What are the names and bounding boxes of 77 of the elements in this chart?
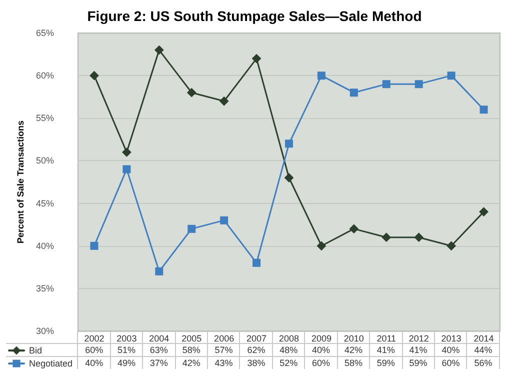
x-tick-label: 2004 (149, 334, 170, 344)
point (252, 54, 262, 64)
point (480, 106, 488, 114)
x-tick-label: 2002 (84, 334, 104, 344)
data-label: 51% (110, 344, 143, 356)
point (90, 242, 98, 250)
point (284, 173, 294, 182)
y-tick-label: 65% (36, 28, 54, 38)
point (90, 71, 99, 80)
x-tick-label: 2013 (441, 334, 462, 344)
data-label: 59% (370, 356, 402, 369)
data-label: 60% (78, 344, 110, 356)
point (122, 165, 131, 174)
data-label: 41% (370, 344, 402, 356)
point (382, 232, 391, 242)
data-label: 37% (142, 356, 176, 369)
point (414, 232, 424, 242)
y-tick-label: 30% (36, 326, 54, 336)
point (414, 80, 423, 88)
point (122, 148, 132, 157)
data-label: 62% (240, 344, 272, 356)
data-label: 43% (208, 356, 240, 369)
data-label: 63% (142, 344, 176, 356)
data-label: 41% (402, 344, 435, 356)
x-tick-label: 2006 (214, 334, 234, 344)
legend-label: Negotiated (29, 358, 73, 368)
data-label: 60% (434, 356, 467, 369)
legend-label: Bid (29, 346, 42, 356)
point (155, 267, 164, 276)
x-tick-label: 2003 (116, 334, 137, 344)
chart-title: Figure 2: US South Stumpage Sales—Sale Method (87, 8, 422, 24)
y-tick-label: 50% (36, 156, 54, 166)
point (285, 140, 293, 148)
y-tick-label: 60% (36, 70, 54, 81)
data-label: 40% (434, 344, 467, 356)
data-label: 38% (240, 356, 272, 369)
y-tick-label: 35% (36, 283, 54, 294)
y-tick-label: 55% (36, 113, 54, 124)
x-tick-label: 2011 (376, 334, 396, 344)
data-label: 52% (272, 356, 305, 369)
data-label: 56% (466, 356, 500, 369)
data-label: 42% (337, 344, 370, 356)
data-label: 42% (175, 356, 208, 369)
x-tick-label: 2010 (344, 334, 364, 344)
point (220, 96, 229, 106)
point (187, 88, 196, 98)
point (446, 241, 456, 250)
data-label: 57% (208, 344, 240, 356)
data-label: 58% (337, 356, 370, 369)
data-label: 40% (304, 344, 338, 356)
data-label: 60% (304, 356, 338, 369)
point (154, 46, 164, 55)
x-tick-label: 2007 (246, 334, 267, 344)
data-label: 40% (78, 356, 110, 369)
data-label: 44% (466, 344, 500, 356)
y-tick-label: 45% (36, 198, 54, 208)
point (220, 216, 228, 224)
y-axis-title: Percent of Sale Transactions (16, 120, 26, 244)
x-tick-label: 2014 (474, 334, 494, 344)
point (382, 80, 390, 88)
point (252, 258, 261, 267)
point (479, 207, 488, 216)
data-label: 59% (402, 356, 435, 369)
point (188, 224, 196, 233)
point (350, 88, 358, 97)
point (447, 72, 456, 80)
point (317, 72, 326, 80)
x-tick-label: 2009 (311, 334, 332, 344)
x-tick-label: 2012 (408, 334, 429, 344)
x-tick-label: 2008 (278, 334, 300, 344)
point (349, 224, 358, 234)
y-tick-label: 40% (36, 240, 54, 251)
data-label: 58% (175, 344, 208, 356)
data-label: 49% (110, 356, 143, 369)
x-tick-label: 2005 (182, 334, 202, 344)
point (316, 241, 326, 250)
data-label: 48% (272, 344, 305, 356)
